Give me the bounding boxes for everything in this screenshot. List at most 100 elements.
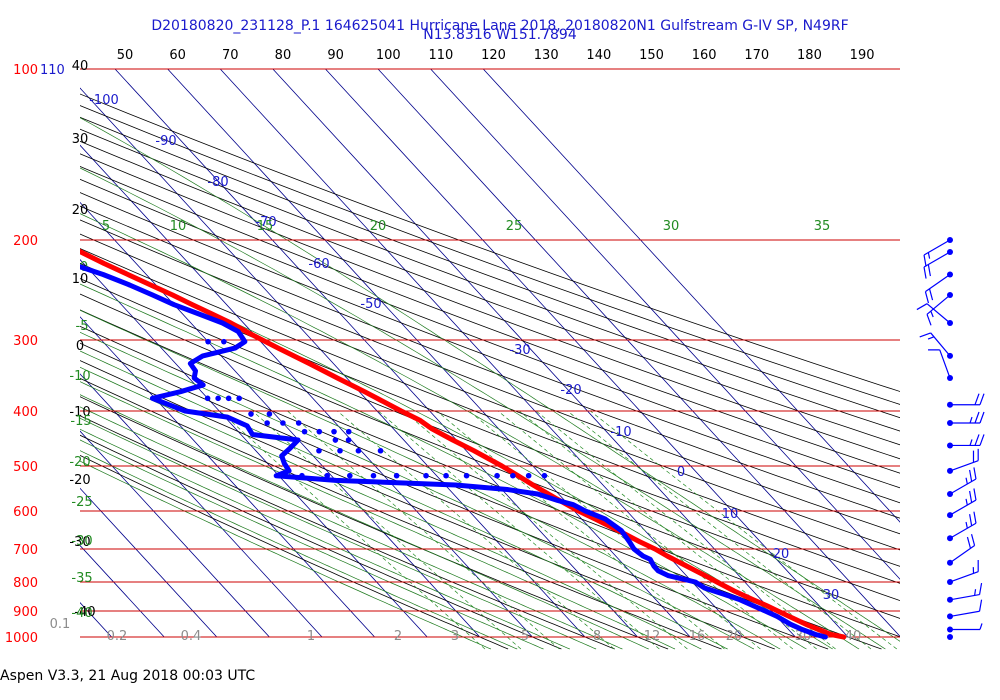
wind-barb-staff [926,303,951,324]
dry-adiabat-line [80,166,900,474]
sounding-traces [80,248,847,640]
top-tick-label: 110 [428,48,453,63]
wind-barb [947,488,977,519]
isotherm-line [80,316,375,638]
wind-barb [947,448,979,474]
dewpoint-point [423,472,429,479]
moist-adiabat-line [80,117,900,642]
wind-barb-feather [974,411,980,424]
isotherm-label: 20 [773,547,790,562]
wind-barb-feather [973,511,977,524]
dewpoint-point [236,395,242,402]
dewpoint-point [204,395,211,402]
moist-adiabat-line [80,366,702,650]
mixing-ratio-label: 20 [726,629,743,644]
isotherm-line [430,69,900,580]
pressure-label: 700 [13,543,38,558]
wind-barb [947,511,977,542]
left-temp-label: 20 [72,203,89,218]
adiabat-label: 5 [102,219,110,234]
isotherm-line [80,373,323,638]
wind-barb-feather [923,254,927,267]
moist-adiabat-line [80,428,570,650]
mixing-ratio-line [497,410,794,650]
wind-barb-feather [978,599,983,612]
mixing-ratio-line [468,410,761,650]
adiabat-label: -5 [76,319,89,334]
wind-barb-feather [973,488,977,501]
moist-adiabat-line [80,381,676,650]
isotherm-line [114,69,638,638]
wind-barb-feather [979,411,985,424]
mixing-ratio-label: 0.2 [107,629,128,644]
adiabat-label: -25 [71,495,92,510]
dry-adiabat-line [80,233,900,551]
mixing-ratio-line [337,410,615,650]
wind-barb [924,271,953,304]
temperature-trace [80,248,847,640]
chart-title-line1: D20180820_231128_P.1 164625041 Hurricane… [151,18,848,34]
wind-barb-feather [970,534,976,546]
dewpoint-point [345,428,352,435]
adiabat-label: 10 [170,219,187,234]
moist-adiabat-line [80,309,781,650]
wind-barb-feather [979,393,985,405]
top-tick-label: 190 [850,48,875,63]
dewpoint-point [280,420,286,426]
wind-barb-half-feather [965,498,968,506]
wind-barb [947,467,977,497]
wind-barb-half-feather [969,439,973,446]
isotherm-label: -20 [560,383,581,398]
dewpoint-point [494,472,500,479]
wind-barb [916,303,953,326]
wind-barb-feather [924,291,930,304]
isotherm-label: -30 [509,343,530,358]
wind-barb-half-feather [969,416,973,424]
isotherm-label: 0 [677,465,685,480]
dewpoint-trace [80,264,828,640]
wind-barb-dot [947,634,953,640]
isotherm-line [377,69,900,637]
isotherm-label: -80 [207,175,228,190]
dewpoint-point [345,437,352,443]
top-tick-label: 90 [327,48,344,63]
dry-adiabat-line [80,140,900,446]
moist-adiabat-line [80,167,886,650]
left-temp-label: 30 [72,132,89,147]
isotherm-line [80,487,218,638]
moist-adiabat-line [80,331,755,650]
isotherm-label: -90 [155,134,176,149]
wind-barb [923,249,953,279]
wind-barb [947,393,985,408]
isotherm-label: -60 [308,257,329,272]
top-tick-label: 50 [117,48,134,63]
wind-barb-feather [974,434,980,446]
wind-barb-feather [919,332,931,338]
pressure-label: 500 [13,460,38,475]
top-tick-label: 130 [534,48,559,63]
wind-barb-feather [923,266,927,279]
dewpoint-point [355,447,362,454]
dewpoint-point [324,472,330,479]
left-temp-label: -10 [69,405,90,420]
wind-barb-feather [916,303,928,311]
moist-adiabat-line [80,439,544,650]
wind-barb-half-feather [927,336,935,340]
left-temp-label: 0 [76,339,84,354]
wind-barbs [916,236,985,640]
wind-barb-feather [969,469,973,482]
wind-barb-half-feather [927,252,931,259]
wind-barb-feather [974,393,980,405]
isotherm-label: -100 [89,93,119,108]
moist-adiabat-line [80,417,597,650]
mixing-ratio-label: 8 [593,629,601,644]
top-tick-label: 140 [586,48,611,63]
dewpoint-point [295,420,302,426]
dewpoint-point [264,420,270,426]
left-temp-label: 10 [72,272,89,287]
wind-barb [947,634,953,640]
isotherm-line [80,87,586,638]
mixing-ratio-label: 2 [394,629,402,644]
